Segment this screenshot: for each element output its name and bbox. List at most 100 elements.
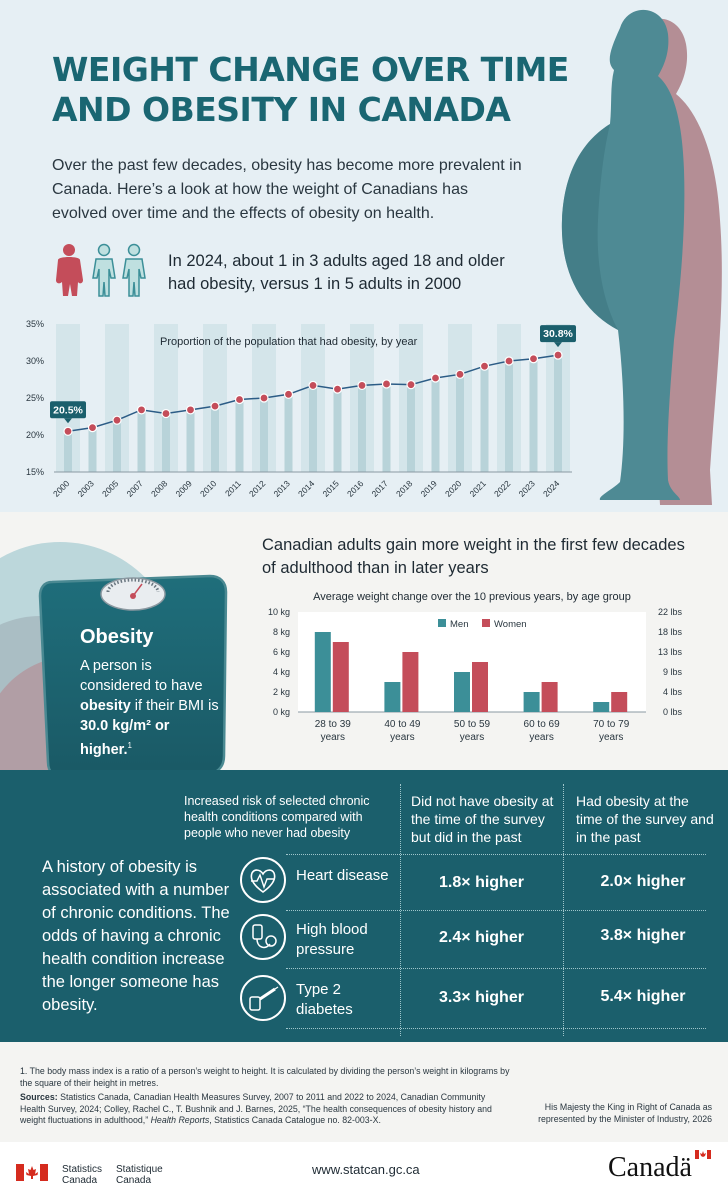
obesity-line-chart: 15%20%25%30%35%2000 2003 2005 2007 2008 2009 2… [26, 319, 576, 499]
x-tick-label: 2009 [173, 478, 194, 499]
data-point [63, 426, 73, 436]
x-tick-label: 2016 [345, 478, 366, 499]
x-tick-label: 2013 [271, 478, 292, 499]
agency-fr-line-1: Statistique [116, 1164, 163, 1175]
callout-end-pointer [554, 342, 562, 348]
value-heart-disease-past: 1.8× higher [439, 874, 524, 891]
value-heart-disease-current: 2.0× higher [600, 873, 686, 890]
agency-name-fr: Statistique Canada [116, 1164, 163, 1186]
x-tick-label: 2008 [149, 478, 170, 499]
sources-body: Statistics Canada, Canadian Health Measu… [20, 1092, 492, 1125]
obesity-stat-text: In 2024, about 1 in 3 adults aged 18 and… [168, 252, 505, 293]
x-tick-label: 2021 [467, 478, 488, 499]
data-point [308, 380, 318, 391]
y-tick-label-right: 9 lbs [663, 667, 683, 677]
x-tick-label: 2003 [75, 478, 96, 499]
chronic-conditions-lead: A history of obesity is associated with … [42, 858, 230, 1014]
title-line-2: AND OBESITY IN CANADA [52, 90, 511, 129]
heart-icon [240, 857, 286, 903]
data-point [357, 380, 367, 391]
x-tick-label: 2018 [394, 478, 415, 499]
bar [260, 398, 268, 472]
card-text-bold-bmi: 30.0 kg/m² or higher. [80, 718, 170, 758]
column-header-past-obesity: Did not have obesity at the time of the … [411, 793, 554, 845]
sources-journal: Health Reports [150, 1115, 210, 1125]
data-point [87, 422, 98, 433]
intro-text: Over the past few decades, obesity has b… [52, 157, 522, 222]
data-point [430, 373, 441, 383]
y-tick-label-right: 4 lbs [663, 687, 683, 697]
website-link[interactable]: www.statcan.gc.ca [312, 1162, 420, 1177]
y-tick-label-right: 0 lbs [663, 707, 683, 717]
chart-title: Average weight change over the 10 previo… [313, 591, 631, 603]
title-line-1: WEIGHT CHANGE OVER TIME [52, 50, 569, 89]
data-point [210, 401, 220, 411]
people-icon [56, 243, 146, 297]
divider [286, 1028, 706, 1029]
bar [382, 383, 391, 472]
bar-men [523, 692, 540, 712]
x-tick-label: 2017 [369, 478, 390, 499]
callout-end-label: 30.8% [543, 328, 573, 340]
data-point [332, 384, 343, 394]
data-point [283, 389, 294, 399]
data-point [479, 361, 490, 371]
x-tick-label: 2011 [223, 478, 243, 498]
condition-label-heart-disease: Heart disease [296, 867, 389, 884]
category-label: 40 to 49 years [384, 719, 421, 743]
card-text-bold-obesity: obesity [80, 698, 131, 714]
column-header-current-obesity: Had obesity at the time of the survey an… [576, 793, 714, 845]
bar [64, 431, 72, 472]
agency-en-line-2: Canada [62, 1175, 98, 1186]
silhouette-illustration [561, 9, 722, 506]
bar [505, 361, 513, 472]
x-tick-label: 2024 [541, 478, 562, 499]
data-point [136, 405, 147, 415]
legend-label: Men [450, 619, 468, 630]
page-title: WEIGHT CHANGE OVER TIME AND OBESITY IN C… [52, 50, 592, 130]
agency-en-line-1: Statistics [62, 1164, 103, 1175]
x-tick-label: 2012 [247, 478, 268, 499]
callout-start-label: 20.5% [53, 404, 83, 416]
data-point [553, 350, 563, 360]
bar [407, 384, 415, 472]
bar [137, 409, 146, 472]
chart-title: Proportion of the population that had ob… [160, 336, 418, 348]
bar [211, 406, 219, 472]
sources-label: Sources: [20, 1092, 58, 1102]
data-point [528, 354, 539, 364]
legend-swatch [438, 619, 446, 627]
category-label: 50 to 59 years [454, 719, 491, 743]
card-footnote-mark: 1 [127, 741, 132, 750]
x-tick-label: 2020 [443, 478, 464, 499]
crown-copyright: His Majesty the King in Right of Canada … [538, 1102, 712, 1124]
legend-label: Women [494, 619, 527, 630]
data-point [504, 356, 514, 366]
scale-icon [100, 577, 166, 611]
bar [431, 378, 440, 472]
bar-men [384, 682, 401, 712]
canada-wordmark-flag-icon [695, 1150, 711, 1159]
data-point [259, 393, 269, 403]
bar [456, 374, 464, 472]
x-tick-label: 2005 [100, 478, 121, 499]
x-tick-label: 2019 [418, 478, 439, 499]
blood-pressure-icon [240, 914, 286, 960]
condition-label-high-blood-pressure: High blood pressure [296, 921, 368, 958]
weight-change-bar-chart: Average weight change over the 10 previo… [268, 591, 683, 743]
data-point [381, 379, 392, 389]
intro-section: WEIGHT CHANGE OVER TIME AND OBESITY IN C… [0, 0, 728, 512]
divider [286, 968, 706, 969]
footnote-bmi: 1. The body mass index is a ratio of a p… [20, 1066, 510, 1088]
sources-end: , Statistics Canada Catalogue no. 82-003… [209, 1115, 381, 1125]
y-tick-label-left: 10 kg [268, 607, 290, 617]
bar-men [314, 632, 331, 712]
bar [358, 385, 366, 472]
divider [286, 910, 706, 911]
x-tick-label: 2014 [296, 478, 317, 499]
y-tick-label: 15% [26, 467, 44, 477]
category-label: 28 to 39 years [315, 719, 352, 743]
y-tick-label-right: 13 lbs [658, 647, 683, 657]
bar-women [472, 662, 488, 712]
sources-text: Sources: Statistics Canada, Canadian Hea… [20, 1092, 510, 1127]
